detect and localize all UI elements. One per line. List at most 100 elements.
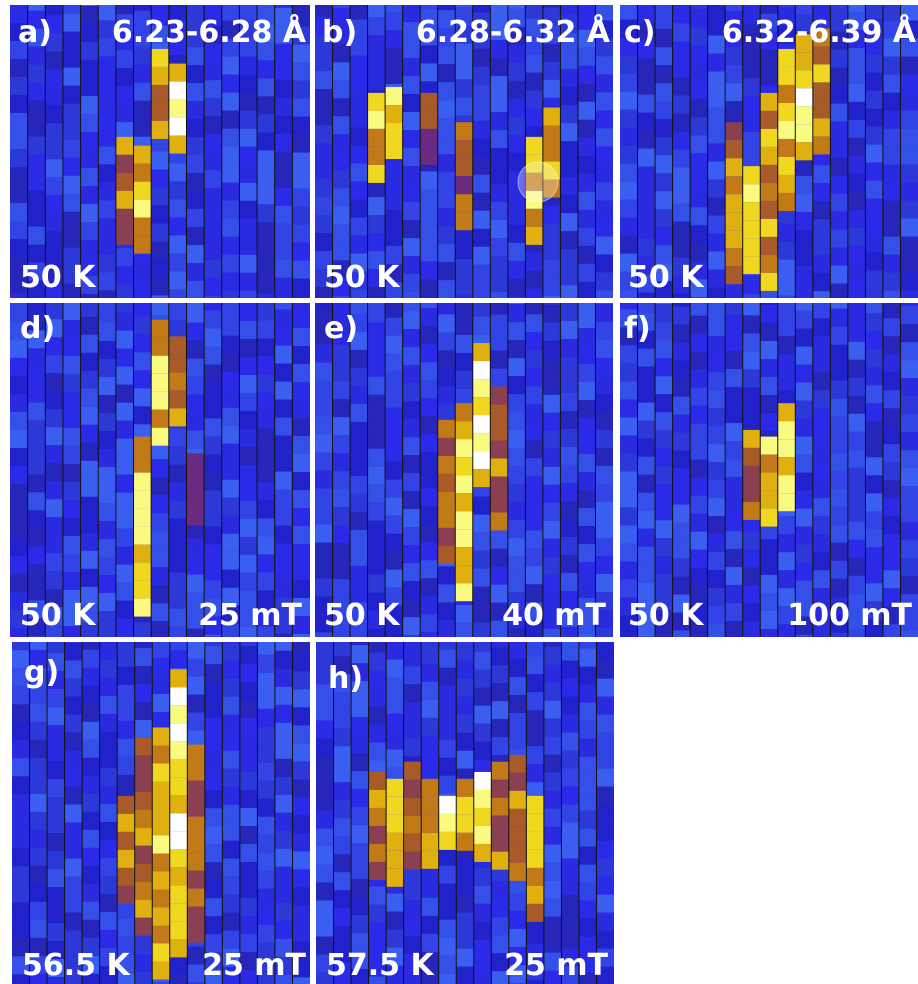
cell: [542, 376, 561, 395]
cell: [577, 303, 596, 311]
cell: [620, 163, 638, 182]
cell: [12, 776, 30, 795]
cell: [882, 552, 901, 571]
hot-cell: [542, 107, 561, 126]
cell: [690, 351, 708, 370]
hot-cell: [386, 850, 404, 869]
cell: [386, 893, 404, 912]
hot-cell: [455, 565, 473, 584]
cell: [332, 134, 351, 153]
cell: [420, 171, 438, 190]
cell: [257, 168, 275, 187]
cell: [29, 919, 48, 938]
cell: [99, 642, 118, 661]
cell: [221, 551, 240, 570]
cell: [596, 840, 614, 859]
cell: [847, 227, 866, 246]
cell: [543, 844, 562, 863]
cell: [672, 342, 691, 361]
cell: [80, 150, 99, 169]
cell: [830, 452, 848, 471]
cell: [239, 38, 258, 57]
cell: [315, 303, 333, 309]
cell: [385, 461, 403, 480]
cell: [222, 876, 240, 895]
cell: [221, 623, 240, 637]
cell: [186, 263, 205, 282]
cell: [560, 500, 578, 519]
cell: [900, 164, 918, 183]
cell: [367, 251, 386, 270]
cell: [421, 663, 439, 682]
cell: [525, 386, 543, 405]
cell: [186, 65, 205, 84]
cell: [455, 259, 473, 278]
cell: [385, 66, 403, 85]
cell: [847, 47, 866, 66]
cell: [168, 320, 187, 339]
cell: [508, 658, 527, 677]
cell: [655, 119, 673, 138]
cell: [368, 706, 387, 725]
hot-cell: [152, 727, 170, 746]
cell: [690, 225, 708, 244]
cell: [239, 356, 258, 375]
cell: [45, 303, 63, 320]
hot-cell: [169, 903, 188, 922]
cell: [386, 677, 404, 696]
hot-cell: [777, 156, 796, 175]
cell: [12, 650, 30, 669]
cell: [115, 86, 134, 105]
cell: [560, 374, 578, 393]
cell: [204, 242, 222, 261]
cell: [637, 94, 656, 113]
cell: [151, 603, 169, 622]
cell: [830, 344, 848, 363]
cell: [812, 426, 831, 445]
cell: [45, 177, 63, 196]
cell: [655, 5, 673, 12]
cell: [29, 757, 48, 776]
hot-cell: [490, 458, 508, 477]
cell: [707, 17, 726, 36]
hot-cell: [812, 46, 831, 65]
cell: [865, 252, 883, 271]
cell: [257, 464, 275, 483]
cell: [168, 303, 187, 321]
cell: [438, 703, 457, 722]
cell: [707, 287, 726, 298]
cell: [333, 962, 352, 981]
cell: [27, 82, 46, 101]
hot-cell: [542, 179, 561, 198]
cell: [333, 818, 352, 837]
cell: [333, 746, 352, 765]
cell: [292, 44, 310, 63]
cell: [847, 431, 866, 450]
cell: [455, 7, 473, 26]
cell: [637, 600, 656, 619]
hot-cell: [455, 457, 473, 476]
cell: [402, 401, 421, 420]
cell: [403, 918, 422, 937]
cell: [45, 481, 63, 500]
cell: [27, 154, 46, 173]
cell: [64, 966, 83, 984]
hot-cell: [525, 208, 543, 227]
cell: [367, 303, 386, 305]
cell: [865, 583, 883, 602]
cell: [620, 253, 638, 272]
cell: [62, 49, 81, 68]
cell: [690, 495, 708, 514]
cell: [257, 410, 275, 429]
cell: [812, 534, 831, 553]
cell: [690, 477, 708, 496]
cell: [64, 804, 83, 823]
cell: [204, 700, 223, 719]
cell: [350, 421, 368, 440]
cell: [543, 736, 562, 755]
cell: [169, 956, 188, 975]
cell: [29, 685, 48, 704]
cell: [98, 521, 116, 540]
cell: [812, 498, 831, 517]
cell: [655, 592, 673, 611]
